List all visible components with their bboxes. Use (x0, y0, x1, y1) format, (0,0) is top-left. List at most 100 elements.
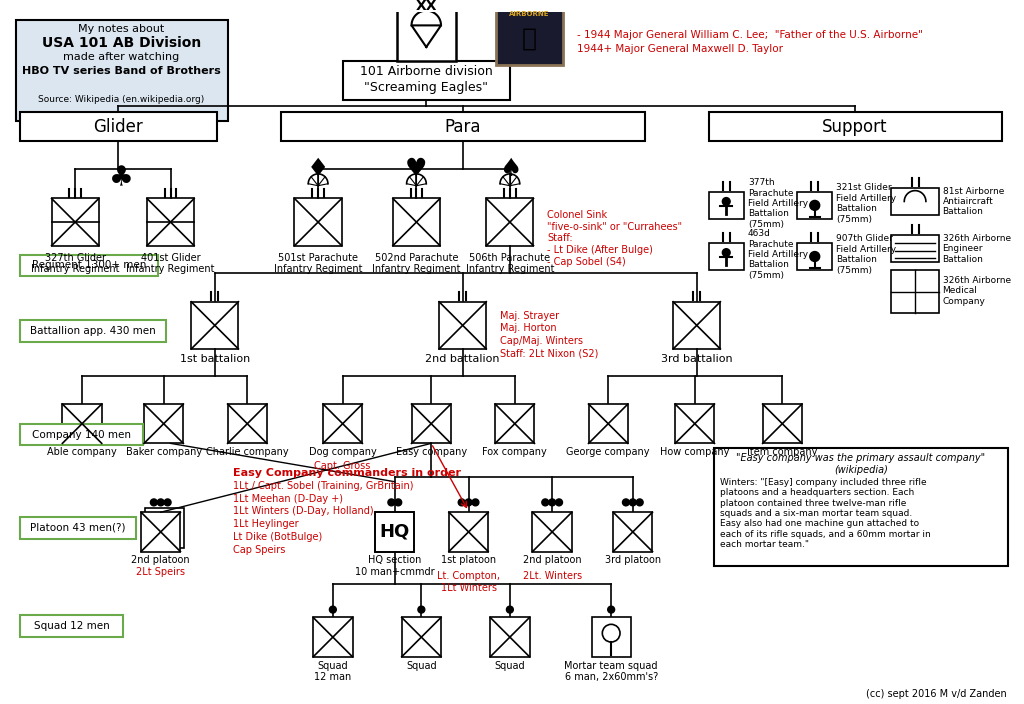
Text: ♦: ♦ (307, 157, 330, 181)
Text: 81st Airborne
Antiaircraft
Battalion: 81st Airborne Antiaircraft Battalion (943, 187, 1004, 216)
Circle shape (607, 606, 614, 613)
Circle shape (636, 499, 643, 506)
Text: Easy Company commanders in order: Easy Company commanders in order (232, 468, 461, 478)
FancyBboxPatch shape (675, 404, 715, 444)
Text: 377th
Parachute
Field Artillery
Battalion
(75mm): 377th Parachute Field Artillery Battalio… (748, 178, 808, 229)
Circle shape (549, 499, 556, 506)
FancyBboxPatch shape (892, 188, 939, 215)
FancyBboxPatch shape (797, 192, 833, 219)
FancyBboxPatch shape (589, 404, 628, 444)
Text: Company 140 men: Company 140 men (32, 429, 131, 439)
FancyBboxPatch shape (496, 8, 563, 65)
Text: 321st Glider
Field Artillery
Battalion
(75mm): 321st Glider Field Artillery Battalion (… (837, 183, 897, 223)
Circle shape (151, 499, 158, 506)
FancyBboxPatch shape (673, 302, 720, 349)
Text: Lt. Compton,
1Lt Winters: Lt. Compton, 1Lt Winters (437, 571, 500, 593)
Text: (cc) sept 2016 M v/d Zanden: (cc) sept 2016 M v/d Zanden (865, 689, 1007, 699)
Text: Para: Para (444, 118, 481, 136)
Text: 501st Parachute
Infantry Regiment: 501st Parachute Infantry Regiment (273, 253, 362, 274)
FancyBboxPatch shape (892, 270, 939, 313)
FancyBboxPatch shape (490, 617, 529, 657)
FancyBboxPatch shape (20, 112, 217, 142)
Text: Staff: 2Lt Nixon (S2): Staff: 2Lt Nixon (S2) (500, 349, 598, 359)
FancyBboxPatch shape (191, 302, 239, 349)
FancyBboxPatch shape (592, 617, 631, 657)
FancyBboxPatch shape (141, 513, 180, 551)
FancyBboxPatch shape (313, 617, 352, 657)
FancyBboxPatch shape (145, 508, 184, 548)
FancyBboxPatch shape (401, 617, 441, 657)
Text: 327th Glider
Infantry Regiment: 327th Glider Infantry Regiment (31, 253, 120, 274)
Text: 3rd platoon: 3rd platoon (605, 555, 660, 565)
FancyBboxPatch shape (393, 199, 440, 246)
Circle shape (556, 499, 562, 506)
FancyBboxPatch shape (532, 513, 571, 551)
Text: Squad
12 man: Squad 12 man (314, 661, 351, 682)
Circle shape (164, 499, 171, 506)
FancyBboxPatch shape (375, 513, 415, 551)
Text: 1st battalion: 1st battalion (179, 354, 250, 364)
FancyBboxPatch shape (613, 513, 652, 551)
FancyBboxPatch shape (16, 20, 227, 121)
Text: Charlie company: Charlie company (206, 447, 289, 458)
FancyBboxPatch shape (227, 404, 267, 444)
Circle shape (810, 251, 820, 261)
Circle shape (810, 201, 820, 210)
Text: 1Lt / Capt. Sobel (Training, GrBritain): 1Lt / Capt. Sobel (Training, GrBritain) (232, 481, 413, 491)
Text: 907th Glider
Field Artillery
Battalion
(75mm): 907th Glider Field Artillery Battalion (… (837, 234, 897, 275)
FancyBboxPatch shape (715, 448, 1008, 566)
Text: 3rd battalion: 3rd battalion (660, 354, 732, 364)
Text: XX: XX (416, 0, 437, 13)
Text: 1Lt Winters (D-Day, Holland): 1Lt Winters (D-Day, Holland) (232, 506, 373, 516)
Text: Battallion app. 430 men: Battallion app. 430 men (30, 326, 156, 337)
Text: made after watching: made after watching (63, 52, 179, 62)
Text: "Screaming Eagles": "Screaming Eagles" (365, 81, 488, 94)
Text: - 1944 Major General William C. Lee;  "Father of the U.S. Airborne": - 1944 Major General William C. Lee; "Fa… (577, 30, 923, 40)
FancyBboxPatch shape (295, 199, 342, 246)
Text: My notes about: My notes about (78, 25, 165, 34)
Text: 2nd platoon: 2nd platoon (523, 555, 582, 565)
Text: Easy company: Easy company (395, 447, 467, 458)
FancyBboxPatch shape (449, 513, 488, 551)
Text: AIRBORNE: AIRBORNE (509, 11, 550, 17)
Text: Squad: Squad (495, 661, 525, 671)
FancyBboxPatch shape (144, 404, 183, 444)
FancyBboxPatch shape (797, 244, 833, 270)
FancyBboxPatch shape (20, 517, 136, 539)
FancyBboxPatch shape (343, 61, 510, 100)
Text: 326th Airborne
Medical
Company: 326th Airborne Medical Company (943, 276, 1011, 306)
Text: Winters: "[Easy] company included three rifle
platoons and a headquarters sectio: Winters: "[Easy] company included three … (720, 478, 931, 549)
FancyBboxPatch shape (20, 255, 158, 276)
Text: Regiment 1300+ men: Regiment 1300+ men (32, 260, 146, 270)
Circle shape (388, 499, 395, 506)
Text: 1Lt Heylinger: 1Lt Heylinger (232, 519, 298, 529)
Text: Cap/Maj. Winters: Cap/Maj. Winters (500, 337, 583, 346)
Text: Platoon 43 men(?): Platoon 43 men(?) (31, 523, 126, 533)
Text: 326th Airborne
Engineer
Battalion: 326th Airborne Engineer Battalion (943, 234, 1011, 263)
Text: USA 101 AB Division: USA 101 AB Division (42, 36, 201, 50)
Text: 2Lt Speirs: 2Lt Speirs (136, 567, 185, 577)
Text: HQ section
10 man+cmmdr: HQ section 10 man+cmmdr (355, 555, 434, 577)
Text: Cap Speirs: Cap Speirs (232, 545, 285, 555)
Text: 463d
Parachute
Field Artillery
Battalion
(75mm): 463d Parachute Field Artillery Battalion… (748, 230, 808, 280)
Text: 1944+ Major General Maxwell D. Taylor: 1944+ Major General Maxwell D. Taylor (577, 44, 782, 54)
FancyBboxPatch shape (51, 199, 98, 246)
Circle shape (158, 499, 164, 506)
Text: 401st Glider
Infantry Regiment: 401st Glider Infantry Regiment (126, 253, 215, 274)
Text: Capt. Gross: Capt. Gross (314, 461, 371, 471)
Circle shape (722, 249, 730, 256)
FancyBboxPatch shape (147, 199, 195, 246)
FancyBboxPatch shape (412, 404, 451, 444)
Circle shape (395, 499, 401, 506)
Circle shape (507, 606, 513, 613)
Circle shape (630, 499, 636, 506)
Circle shape (458, 499, 465, 506)
Text: 502nd Parachute
Infantry Regiment: 502nd Parachute Infantry Regiment (372, 253, 461, 274)
Text: Source: Wikipedia (en.wikipedia.org): Source: Wikipedia (en.wikipedia.org) (38, 94, 205, 103)
FancyBboxPatch shape (20, 320, 166, 342)
Text: Able company: Able company (47, 447, 117, 458)
Text: 2nd battalion: 2nd battalion (425, 354, 500, 364)
Circle shape (472, 499, 479, 506)
Text: Maj. Horton: Maj. Horton (500, 323, 557, 334)
FancyBboxPatch shape (396, 10, 456, 61)
